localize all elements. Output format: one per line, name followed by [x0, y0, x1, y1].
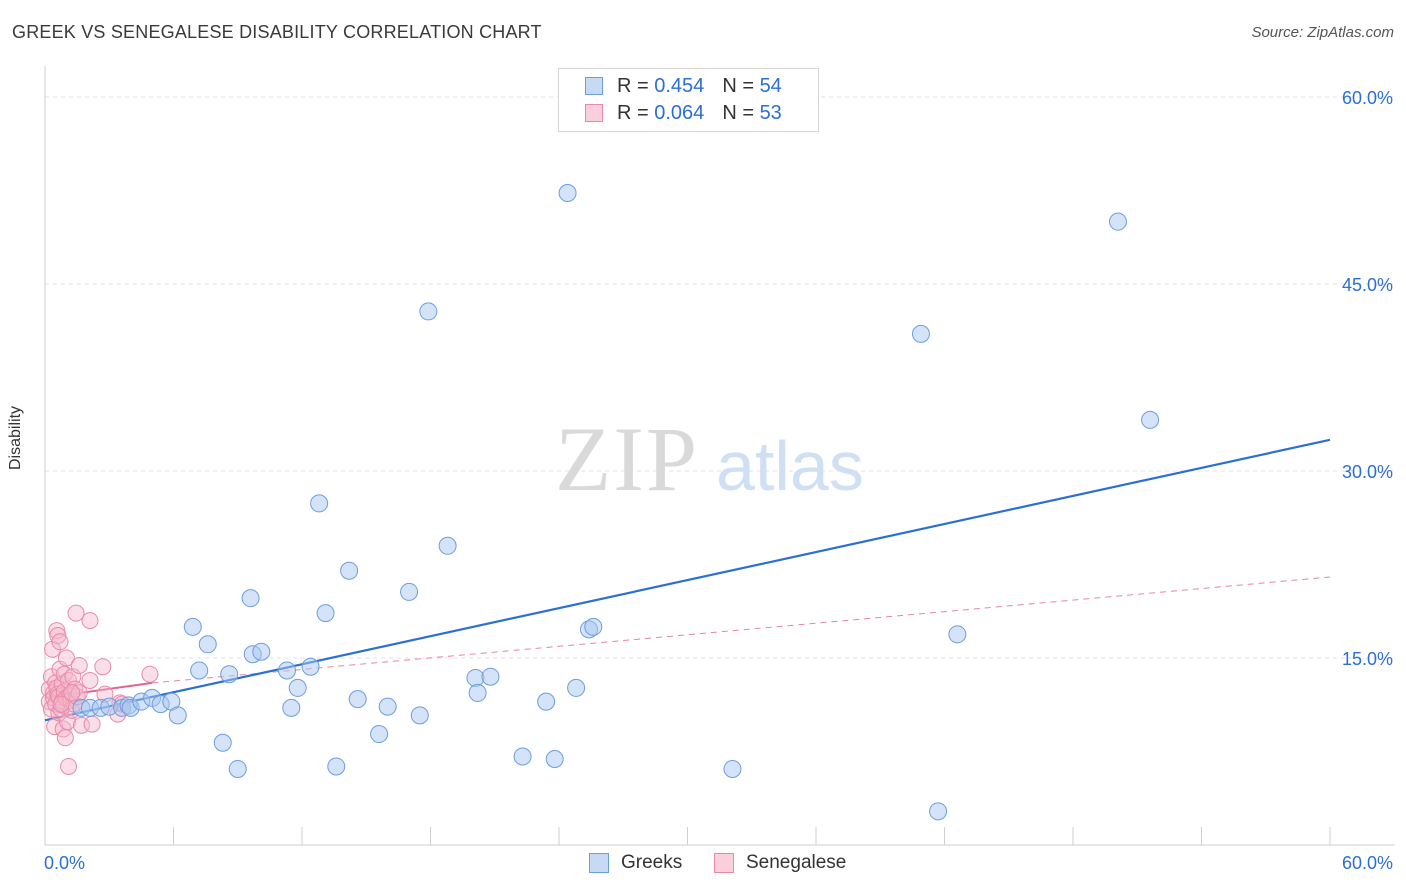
watermark-atlas: atlas [716, 427, 864, 505]
y-tick-label: 60.0% [1342, 88, 1393, 108]
x-tick-label-min: 0.0% [44, 853, 85, 873]
axes [44, 66, 1395, 846]
stats-legend: R = 0.454 N = 54 R = 0.064 N = 53 [558, 68, 819, 132]
legend-row-senegalese: R = 0.064 N = 53 [585, 102, 782, 124]
senegalese-points [40, 604, 159, 775]
senegalese-point [94, 658, 112, 676]
legend-label-greeks: Greeks [621, 852, 683, 873]
greeks-point [558, 183, 577, 202]
greeks-point [228, 759, 247, 778]
senegalese-point [51, 633, 69, 651]
senegalese-point [81, 671, 99, 689]
y-tick-label: 45.0% [1342, 275, 1393, 295]
greeks-point [466, 668, 485, 687]
greeks-trend-line [44, 438, 1331, 722]
senegalese-point [56, 729, 74, 747]
senegalese-point [81, 612, 99, 630]
greeks-point [348, 690, 367, 709]
legend-item-senegalese[interactable]: Senegalese [714, 852, 846, 874]
r-value: 0.454 [654, 74, 705, 97]
senegalese-point [57, 649, 75, 667]
greeks-point [198, 635, 217, 654]
y-tick-label: 15.0% [1342, 649, 1393, 669]
greeks-point [545, 749, 564, 768]
watermark: ZIP atlas [555, 408, 864, 510]
greeks-point [513, 747, 532, 766]
greeks-point [400, 582, 419, 601]
n-label: N = [722, 74, 760, 97]
greeks-point [282, 698, 301, 717]
greeks-point [584, 617, 603, 636]
greeks-point [481, 667, 500, 686]
greeks-point [316, 604, 335, 623]
source-label: Source: ZipAtlas.com [1251, 24, 1394, 41]
senegalese-swatch [585, 104, 603, 122]
legend-item-greeks[interactable]: Greeks [589, 852, 682, 874]
senegalese-point [70, 656, 88, 674]
greeks-point [1141, 410, 1160, 429]
greeks-point [168, 706, 187, 725]
greeks-point [241, 589, 260, 608]
greeks-point [723, 759, 742, 778]
greeks-point [567, 678, 586, 697]
n-value: 54 [759, 74, 782, 97]
legend-row-greeks: R = 0.454 N = 54 [585, 75, 782, 97]
senegalese-trend-extension [152, 576, 1331, 684]
trend-lines [44, 438, 1331, 722]
greeks-swatch [585, 77, 603, 95]
greeks-point [410, 706, 429, 725]
senegalese-point [52, 695, 70, 713]
x-tick-label-max: 60.0% [1342, 853, 1393, 873]
greeks-point [948, 625, 967, 644]
watermark-zip: ZIP [555, 408, 699, 510]
greeks-point [1108, 212, 1127, 231]
greeks-point [370, 725, 389, 744]
greeks-point [378, 697, 397, 716]
greeks-swatch [589, 853, 609, 873]
greeks-point [288, 678, 307, 697]
series-legend: Greeks Senegalese [0, 852, 1406, 876]
chart-title: GREEK VS SENEGALESE DISABILITY CORRELATI… [12, 22, 542, 42]
greeks-point [310, 494, 329, 513]
r-value: 0.064 [654, 101, 705, 124]
r-label: R = [617, 74, 655, 97]
legend-label-senegalese: Senegalese [746, 852, 847, 873]
senegalese-swatch [714, 853, 734, 873]
greeks-points [72, 183, 1160, 821]
greeks-point [183, 617, 202, 636]
greeks-point [419, 302, 438, 321]
senegalese-point [83, 715, 101, 733]
r-label: R = [617, 101, 655, 124]
tick-labels: 15.0% 30.0% 45.0% 60.0% 0.0% 60.0% [44, 88, 1393, 873]
y-tick-label: 30.0% [1342, 462, 1393, 482]
senegalese-point [72, 716, 90, 734]
senegalese-point [47, 674, 65, 692]
greeks-point [278, 661, 297, 680]
greeks-point [929, 802, 948, 821]
greeks-point [340, 561, 359, 580]
greeks-point [468, 683, 487, 702]
greeks-point [301, 657, 320, 676]
greeks-point [438, 536, 457, 555]
senegalese-trend-line [44, 681, 153, 699]
n-value: 53 [759, 101, 782, 124]
senegalese-point [141, 665, 159, 683]
greeks-point [252, 642, 271, 661]
senegalese-point [60, 757, 78, 775]
n-label: N = [722, 101, 760, 124]
senegalese-point [48, 622, 66, 640]
greeks-point [213, 733, 232, 752]
greeks-point [911, 324, 930, 343]
senegalese-point [58, 713, 76, 731]
greeks-point [537, 692, 556, 711]
greeks-point [327, 757, 346, 776]
greeks-point [220, 665, 239, 684]
senegalese-point [49, 627, 67, 645]
greeks-point [190, 661, 209, 680]
senegalese-point [63, 684, 81, 702]
senegalese-point [67, 604, 85, 622]
